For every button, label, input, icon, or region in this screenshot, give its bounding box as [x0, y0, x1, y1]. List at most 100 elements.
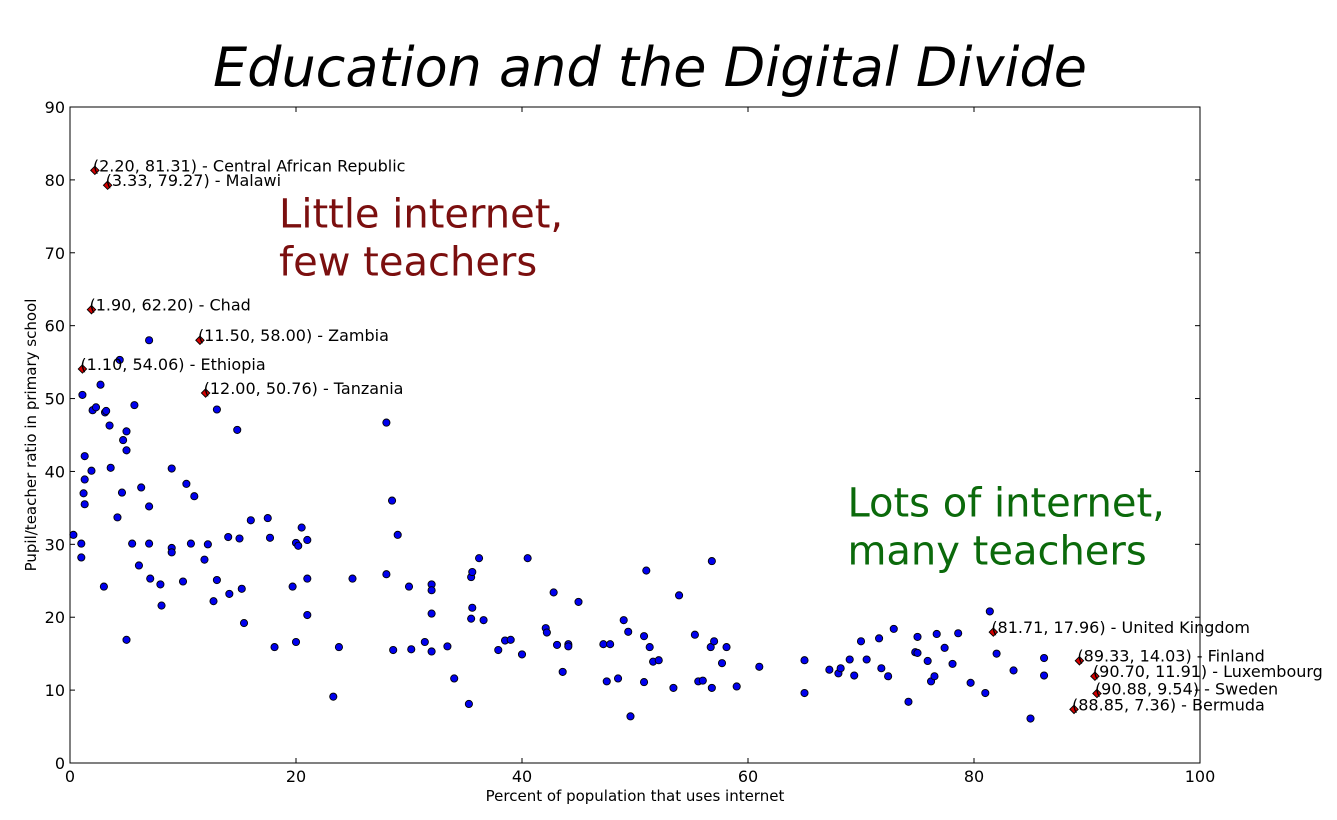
data-point — [669, 683, 678, 692]
highlighted-point — [200, 388, 211, 398]
data-point — [297, 523, 306, 532]
data-point — [122, 446, 131, 455]
data-point — [624, 627, 633, 636]
data-point — [574, 597, 583, 606]
data-point — [105, 421, 114, 430]
data-point — [404, 582, 414, 591]
highlighted-point-label: (90.70, 11.91) - Luxembourg — [1093, 662, 1323, 681]
highlighted-point-label: (90.88, 9.54) - Sweden — [1095, 679, 1278, 698]
highlighted-point — [1092, 688, 1102, 699]
data-point — [407, 645, 416, 654]
highlighted-point — [195, 335, 205, 346]
data-point — [606, 640, 615, 649]
data-point — [884, 672, 893, 681]
highlighted-point-label: (89.33, 14.03) - Finland — [1077, 647, 1264, 666]
highlighted-point — [102, 180, 113, 191]
data-point — [119, 436, 128, 445]
highlighted-point-label: (2.20, 81.31) - Central African Republic — [93, 156, 406, 175]
data-point — [134, 561, 143, 570]
data-point — [209, 597, 218, 606]
region-annotation-line: few teachers — [279, 239, 537, 285]
y-tick-label: 0 — [55, 754, 65, 773]
data-point — [755, 662, 764, 671]
data-point — [948, 659, 957, 668]
data-point — [992, 649, 1001, 658]
data-point — [106, 463, 115, 472]
y-tick-label: 80 — [45, 171, 65, 190]
data-point — [348, 574, 357, 583]
data-point — [146, 574, 155, 583]
highlighted-point — [90, 165, 100, 176]
x-tick-label: 80 — [964, 767, 984, 786]
x-tick-label: 100 — [1185, 767, 1216, 786]
data-point — [517, 650, 527, 659]
x-tick-label: 0 — [65, 767, 75, 786]
data-point — [825, 665, 834, 674]
data-point — [145, 539, 154, 548]
highlighted-point — [77, 364, 88, 374]
highlighted-point-label: (11.50, 58.00) - Zambia — [198, 326, 389, 345]
data-point — [494, 645, 503, 655]
data-point — [80, 452, 89, 461]
data-point — [246, 516, 255, 525]
data-point — [549, 588, 558, 597]
points-layer — [69, 336, 1049, 723]
data-point — [387, 496, 397, 505]
data-point — [443, 642, 452, 651]
data-point — [235, 534, 244, 543]
data-point — [475, 554, 484, 563]
data-point — [639, 632, 649, 641]
data-point — [523, 554, 532, 563]
data-point — [137, 483, 146, 492]
data-point — [128, 539, 137, 548]
data-point — [468, 603, 477, 612]
data-point — [212, 575, 221, 585]
data-point — [558, 667, 567, 676]
data-point — [875, 634, 884, 643]
data-point — [800, 656, 809, 665]
data-point — [642, 566, 651, 575]
data-point — [265, 533, 275, 542]
data-point — [479, 616, 488, 625]
data-point — [167, 464, 176, 473]
data-point — [145, 502, 154, 511]
data-point — [389, 645, 398, 655]
data-point — [706, 643, 715, 652]
data-point — [707, 557, 716, 566]
data-point — [1040, 653, 1049, 663]
highlighted-point — [86, 304, 97, 315]
data-point — [203, 540, 212, 549]
data-point — [225, 589, 234, 598]
data-point — [80, 500, 89, 509]
data-point — [913, 632, 922, 641]
data-point — [850, 671, 859, 680]
region-annotation-line: Little internet, — [279, 191, 563, 237]
highlighted-point-label: (12.00, 50.76) - Tanzania — [204, 379, 404, 398]
data-point — [102, 406, 111, 415]
data-point — [96, 380, 105, 389]
data-point — [117, 488, 127, 497]
y-tick-label: 70 — [45, 244, 65, 263]
data-point — [614, 674, 623, 683]
data-point — [599, 640, 608, 649]
data-point — [329, 692, 338, 701]
data-point — [930, 672, 939, 681]
chart-title: Education and the Digital Divide — [213, 36, 1087, 99]
data-point — [1040, 671, 1049, 680]
data-point — [130, 401, 139, 410]
data-point — [675, 591, 684, 600]
y-tick-label: 40 — [45, 462, 65, 481]
data-point — [303, 535, 312, 545]
y-tick-label: 10 — [45, 681, 65, 700]
data-point — [263, 514, 272, 523]
data-point — [99, 582, 108, 591]
data-point — [1009, 666, 1018, 675]
data-point — [845, 655, 854, 664]
data-point — [506, 635, 515, 644]
data-point — [270, 643, 279, 652]
data-point — [145, 336, 154, 345]
region-annotation: Little internet, few teachers — [279, 191, 563, 285]
data-point — [303, 610, 312, 620]
data-point — [552, 640, 562, 649]
